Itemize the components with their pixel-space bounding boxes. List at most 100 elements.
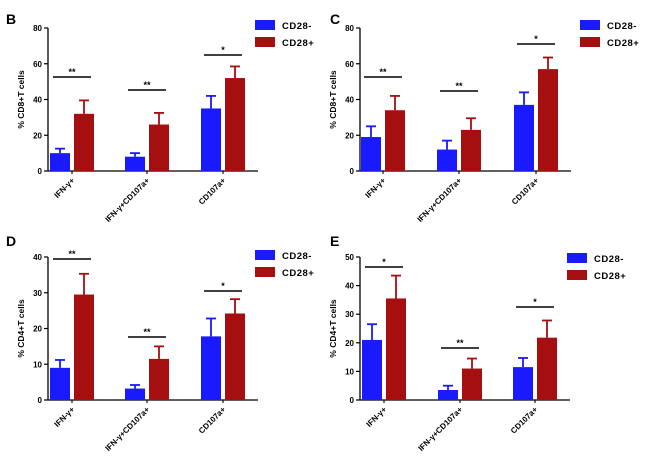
x-category-label: IFN-γ+CD107a+ [416,176,464,224]
y-tick-label: 30 [345,310,354,319]
significance-marker: ** [455,81,463,91]
significance-marker: ** [143,327,151,337]
bar-cd28-plus [538,69,558,171]
chart-panel-C: C 0 20 40 60 80 % CD8+T cells IFN-γ+ ** IFN-γ+CD1… [328,11,639,224]
legend-swatch [580,37,600,47]
y-tick-label: 10 [345,367,354,376]
bar-cd28-minus [362,339,382,400]
bar-cd28-plus [149,358,169,400]
legend-swatch [255,20,275,30]
x-category-label: IFN-γ+ [53,176,77,200]
legend-label: CD28- [607,21,637,32]
bar-cd28-plus [74,113,94,171]
y-axis-title: % CD4+T cells [328,299,338,358]
y-tick-label: 40 [345,96,354,105]
y-tick-label: 40 [33,96,42,105]
legend-label: CD28+ [282,38,314,49]
bar-cd28-minus [201,108,221,171]
bar-cd28-minus [201,336,221,400]
y-tick-label: 0 [350,167,355,176]
y-tick-label: 30 [33,289,42,298]
legend-swatch [567,253,587,263]
y-axis-title: % CD4+T cells [16,299,26,358]
y-tick-label: 60 [345,60,354,69]
y-axis-title: % CD8+T cells [16,70,26,129]
legend-swatch [580,20,600,30]
bar-cd28-minus [50,153,70,171]
x-category-label: IFN-γ+CD107a+ [417,405,465,453]
legend-label: CD28+ [282,268,314,279]
panel-letter: E [330,233,339,249]
chart-panel-B: B 0 20 40 60 80 % CD8+T cells IFN-γ+ ** IFN-γ+CD1… [6,11,314,224]
bar-cd28-plus [462,368,482,400]
legend: CD28- CD28+ [567,253,626,282]
legend: CD28- CD28+ [255,250,314,279]
bar-cd28-minus [514,104,534,171]
y-tick-label: 10 [33,360,42,369]
significance-marker: ** [68,67,76,77]
y-tick-label: 20 [33,131,42,140]
bar-cd28-minus [50,367,70,400]
x-category-label: IFN-γ+ [365,405,389,429]
bar-cd28-minus [513,367,533,400]
significance-marker: * [533,297,537,307]
x-category-label: CD107a+ [509,405,540,436]
bar-cd28-minus [125,156,145,171]
legend-swatch [255,250,275,260]
y-tick-label: 40 [345,282,354,291]
y-tick-label: 60 [33,60,42,69]
bar-cd28-minus [437,149,457,171]
legend: CD28- CD28+ [255,20,314,49]
bar-cd28-minus [125,388,145,400]
panel-letter: C [330,11,340,27]
y-tick-label: 40 [33,253,42,262]
legend: CD28- CD28+ [580,20,639,49]
y-tick-label: 50 [345,253,354,262]
bar-cd28-plus [225,313,245,400]
legend-swatch [255,267,275,277]
x-category-label: CD107a+ [197,176,228,207]
significance-marker: ** [456,338,464,348]
bar-cd28-minus [438,389,458,400]
bar-cd28-plus [386,298,406,400]
x-category-label: IFN-γ+CD107a+ [104,176,152,224]
bar-cd28-plus [149,124,169,171]
x-category-label: IFN-γ+CD107a+ [104,405,152,453]
y-tick-label: 80 [33,24,42,33]
y-tick-label: 20 [345,339,354,348]
significance-marker: * [534,34,538,44]
significance-marker: ** [68,249,76,259]
bar-cd28-plus [461,129,481,171]
y-tick-label: 20 [345,131,354,140]
chart-panel-E: E 0 10 20 30 40 50 % CD4+T cells IFN-γ+ * IFN-γ+CD… [328,233,626,453]
legend-label: CD28+ [594,271,626,282]
panel-letter: D [6,233,16,249]
legend-label: CD28+ [607,38,639,49]
bar-cd28-plus [225,78,245,171]
bar-cd28-plus [385,110,405,171]
panel-letter: B [6,11,16,27]
bar-cd28-plus [74,294,94,400]
x-category-label: IFN-γ+ [53,405,77,429]
chart-panel-D: D 0 10 20 30 40 % CD4+T cells IFN-γ+ ** IFN-γ+CD1… [6,233,314,453]
legend-swatch [567,270,587,280]
y-tick-label: 0 [38,167,43,176]
significance-marker: * [221,281,225,291]
y-tick-label: 0 [350,396,355,405]
x-category-label: CD107a+ [510,176,541,207]
significance-marker: * [382,257,386,267]
y-tick-label: 0 [38,396,43,405]
y-tick-label: 20 [33,325,42,334]
legend-label: CD28- [282,251,312,262]
bar-cd28-plus [537,337,557,400]
x-category-label: IFN-γ+ [364,176,388,200]
significance-marker: ** [379,67,387,77]
significance-marker: * [221,45,225,55]
legend-label: CD28- [594,254,624,265]
y-axis-title: % CD8+T cells [328,70,338,129]
legend-label: CD28- [282,21,312,32]
bar-cd28-minus [361,137,381,171]
legend-swatch [255,37,275,47]
y-tick-label: 80 [345,24,354,33]
